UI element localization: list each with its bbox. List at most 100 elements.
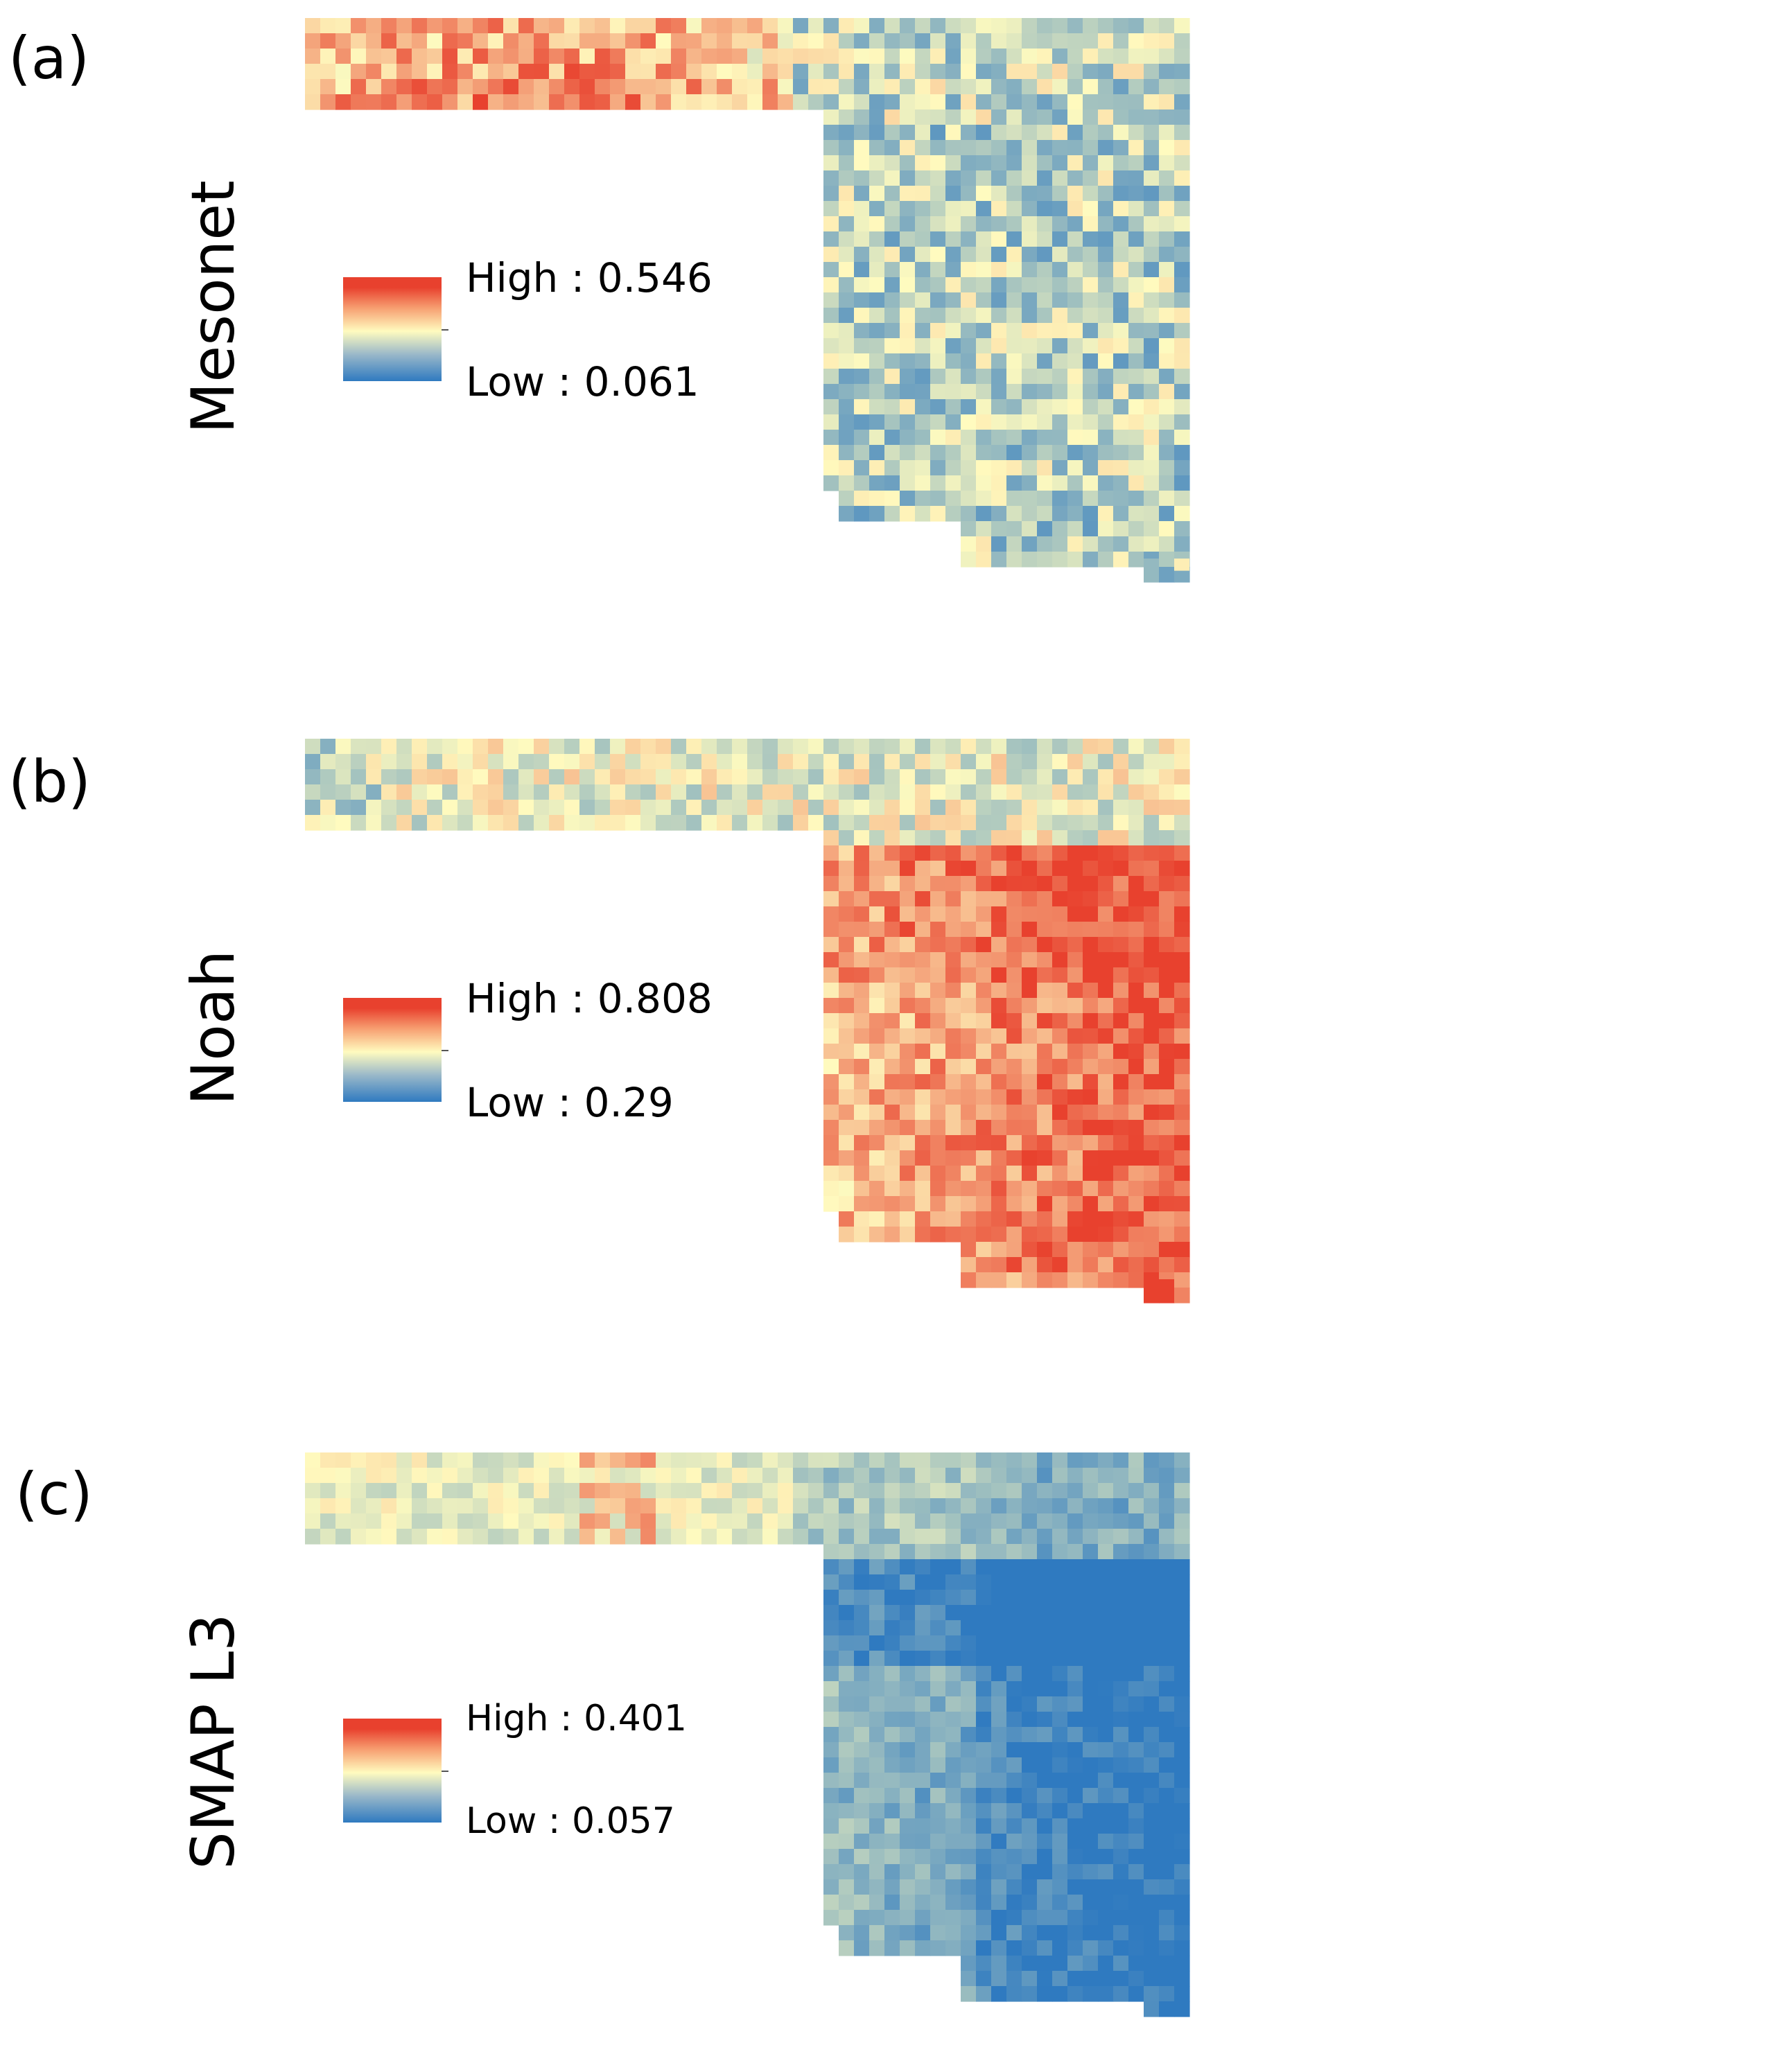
map-cell (945, 1074, 961, 1090)
map-cell (915, 1788, 931, 1804)
map-cell (884, 262, 900, 278)
map-cell (1037, 876, 1053, 892)
map-cell (915, 1059, 931, 1075)
map-cell (351, 49, 367, 64)
map-cell (1052, 1971, 1068, 1987)
map-cell (1159, 1834, 1175, 1850)
map-cell (1052, 1864, 1068, 1880)
map-cell (961, 1742, 977, 1758)
map-cell (1052, 1513, 1068, 1529)
map-cell (839, 94, 855, 110)
map-cell (930, 262, 946, 278)
map-cell (1022, 861, 1038, 877)
map-cell (900, 1574, 916, 1590)
map-cell (1037, 739, 1053, 755)
map-cell (320, 1498, 336, 1514)
map-cell (961, 1635, 977, 1651)
map-cell (1052, 1044, 1068, 1060)
map-cell (930, 460, 946, 476)
legend-gradient-b (343, 998, 442, 1102)
map-cell (991, 1574, 1007, 1590)
map-cell (305, 1513, 321, 1529)
map-cell (1113, 937, 1129, 953)
map-cell (1128, 338, 1144, 354)
map-cell (884, 922, 900, 938)
map-cell (869, 1605, 885, 1621)
map-cell (366, 1498, 382, 1514)
map-cell (1006, 384, 1022, 400)
map-cell (854, 1452, 870, 1468)
map-cell (610, 49, 626, 64)
map-cell (1098, 830, 1114, 846)
map-cell (1128, 1681, 1144, 1697)
map-cell (396, 800, 412, 816)
map-cell (945, 140, 961, 156)
map-cell (305, 815, 321, 831)
map-cell (1083, 1803, 1099, 1819)
map-cell (1174, 1895, 1190, 1911)
map-cell (1159, 1166, 1175, 1182)
map-cell (1128, 1257, 1144, 1273)
map-cell (1052, 186, 1068, 202)
map-cell (839, 1498, 855, 1514)
map-cell (823, 231, 839, 247)
map-cell (747, 815, 763, 831)
map-cell (549, 815, 565, 831)
map-cell (869, 399, 885, 415)
map-cell (900, 1211, 916, 1227)
map-cell (915, 506, 931, 522)
map-cell (1128, 1150, 1144, 1166)
map-cell (1113, 1452, 1129, 1468)
map-cell (900, 18, 916, 34)
map-cell (823, 94, 839, 110)
map-cell (1052, 201, 1068, 217)
map-cell (488, 1529, 504, 1545)
map-cell (1113, 891, 1129, 907)
map-cell (1128, 1452, 1144, 1468)
map-cell (1083, 186, 1099, 202)
map-cell (1098, 353, 1114, 369)
map-cell (1006, 1605, 1022, 1621)
map-cell (1022, 1803, 1038, 1819)
map-cell (625, 64, 641, 80)
map-cell (915, 1834, 931, 1850)
map-cell (1052, 1849, 1068, 1865)
map-cell (991, 323, 1007, 339)
map-cell (930, 64, 946, 80)
map-cell (1174, 64, 1190, 80)
map-cell (915, 1620, 931, 1636)
map-cell (900, 1696, 916, 1712)
map-cell (1159, 906, 1175, 922)
map-cell (884, 952, 900, 968)
map-cell (869, 506, 885, 522)
map-cell (1174, 140, 1190, 156)
map-cell (686, 784, 702, 800)
map-cell (961, 983, 977, 999)
map-cell (564, 49, 580, 64)
map-cell (930, 140, 946, 156)
map-cell (640, 1483, 656, 1499)
map-cell (671, 64, 687, 80)
map-cell (869, 1074, 885, 1090)
map-cell (1113, 338, 1129, 354)
map-cell (1174, 1818, 1190, 1834)
map-cell (915, 1196, 931, 1212)
map-cell (1006, 430, 1022, 446)
map-cell (991, 1483, 1007, 1499)
map-cell (1113, 1468, 1129, 1484)
map-cell (991, 1181, 1007, 1197)
map-cell (915, 1940, 931, 1956)
map-cell (854, 18, 870, 34)
map-cell (900, 231, 916, 247)
map-cell (1037, 399, 1053, 415)
map-cell (564, 33, 580, 49)
map-cell (823, 109, 839, 125)
map-cell (839, 231, 855, 247)
map-cell (976, 506, 992, 522)
map-cell (747, 49, 763, 64)
map-cell (427, 64, 443, 80)
map-cell (1022, 1242, 1038, 1258)
map-cell (1174, 739, 1190, 755)
map-cell (961, 1013, 977, 1029)
map-cell (1128, 784, 1144, 800)
